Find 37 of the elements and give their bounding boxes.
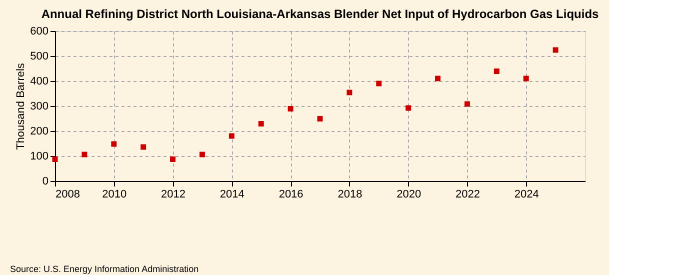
- point: [317, 116, 323, 122]
- x-tick-label: 2022: [455, 188, 480, 200]
- x-tick-label: 2012: [161, 188, 186, 200]
- x-tick-label: 2016: [278, 188, 304, 200]
- source-note: Source: U.S. Energy Information Administration: [10, 264, 199, 274]
- point: [494, 68, 500, 74]
- point: [228, 133, 234, 139]
- point: [552, 47, 558, 53]
- point: [82, 152, 88, 158]
- point: [258, 121, 264, 126]
- point: [523, 76, 529, 82]
- x-tick-label: 2010: [102, 188, 127, 200]
- point: [288, 106, 294, 112]
- x-tick-label: 2024: [514, 188, 539, 200]
- x-tick-label: 2020: [396, 188, 422, 200]
- x-tick-label: 2008: [56, 188, 80, 200]
- point: [464, 101, 470, 107]
- point: [435, 76, 441, 82]
- y-tick-label: 300: [30, 100, 48, 112]
- point: [376, 80, 382, 86]
- point: [406, 105, 412, 111]
- chart-title: Annual Refining District North Louisiana-Arkansas Blender Net Input of Hydrocarbon Gas Liquids: [41, 7, 600, 21]
- y-tick-label: 0: [42, 176, 48, 188]
- point: [111, 141, 117, 147]
- y-tick-label: 600: [30, 26, 48, 38]
- point: [346, 90, 352, 96]
- y-tick-label: 500: [30, 50, 48, 62]
- point: [52, 156, 58, 162]
- x-tick-label: 2014: [220, 188, 244, 200]
- point: [140, 144, 146, 150]
- y-tick-label: 200: [30, 126, 48, 138]
- point: [170, 156, 176, 162]
- y-axis-title: Thousand Barrels: [15, 62, 28, 150]
- point: [199, 152, 205, 158]
- x-tick-label: 2018: [338, 188, 362, 200]
- y-tick-label: 400: [30, 76, 48, 88]
- y-tick-label: 100: [30, 150, 48, 162]
